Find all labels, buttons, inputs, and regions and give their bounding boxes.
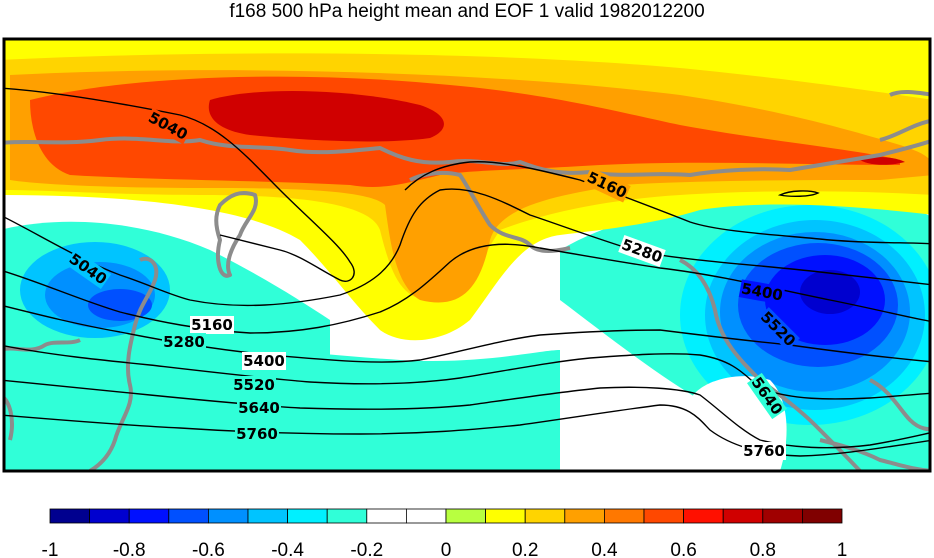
contour-label: 5280: [163, 333, 205, 351]
contour-line: [4, 379, 930, 449]
colorbar-tick-label: 0: [441, 540, 452, 558]
colorbar-tick-labels: -1 -0.8 -0.6 -0.4 -0.2 0 0.2 0.4 0.6 0.8 1: [42, 540, 848, 558]
colorbar-box: [405, 508, 447, 524]
colorbar-box: [89, 508, 130, 524]
colorbar-tick-label: -0.8: [113, 540, 146, 558]
colorbar-tick-label: 0.2: [512, 540, 538, 558]
contour-label: 5160: [191, 316, 233, 334]
colorbar-box: [326, 508, 368, 524]
colorbar-box: [287, 508, 328, 524]
contour-line: [4, 87, 355, 282]
colorbar-tick-label: -0.6: [192, 540, 225, 558]
colorbar-tick-label: 0.4: [591, 540, 618, 558]
contour-line: [4, 345, 930, 400]
colorbar-box: [366, 508, 407, 524]
map-title: f168 500 hPa height mean and EOF 1 valid…: [229, 1, 705, 22]
colorbar-box: [564, 508, 605, 524]
contour-label: 5760: [743, 442, 785, 460]
contour-line: [4, 188, 930, 307]
colorbar-box: [168, 508, 209, 524]
colorbar-box: [604, 508, 645, 524]
contour-line: [404, 161, 930, 245]
contour-line: [4, 404, 930, 457]
contour-label: 5520: [233, 376, 275, 394]
colorbar-tick-label: 0.8: [750, 540, 776, 558]
colorbar-tick-label: 1: [837, 540, 848, 558]
colorbar-box: [128, 508, 170, 524]
contour-labels: 5040 5040 5160 5160 5280 5280 5400 5400 …: [64, 107, 800, 460]
colorbar-box: [802, 508, 843, 524]
map-frame: [2, 37, 932, 473]
colorbar-tick-label: -0.2: [350, 540, 383, 558]
colorbar-boxes: [49, 508, 843, 524]
colorbar-box: [485, 508, 526, 524]
colorbar-box: [683, 508, 724, 524]
colorbar-box: [762, 508, 803, 524]
colorbar-box: [49, 508, 90, 524]
colorbar-box: [524, 508, 566, 524]
contour-label: 5400: [243, 352, 285, 370]
colorbar-box: [207, 508, 249, 524]
colorbar-box: [247, 508, 288, 524]
colorbar-tick-label: -1: [42, 540, 59, 558]
colorbar-box: [643, 508, 684, 524]
contour-label: 5760: [236, 425, 278, 443]
colorbar-tick-label: -0.4: [271, 540, 304, 558]
colorbar-box: [445, 508, 486, 524]
contour-line: [777, 190, 820, 198]
map-plot: 5040 5040 5160 5160 5280 5280 5400 5400 …: [2, 37, 932, 473]
colorbar-box: [722, 508, 764, 524]
contour-label: 5640: [238, 399, 280, 417]
colorbar-tick-label: 0.6: [670, 540, 696, 558]
